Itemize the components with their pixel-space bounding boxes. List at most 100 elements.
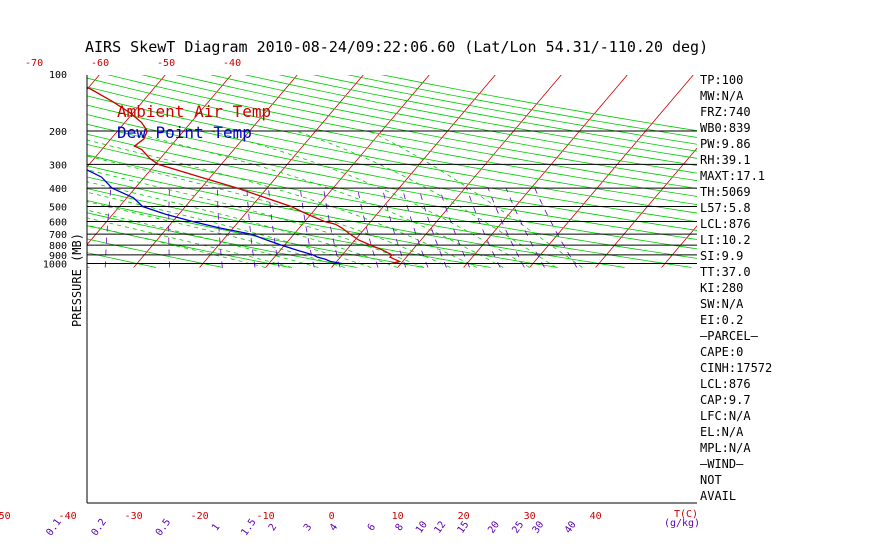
dry-adiabat-line (175, 75, 697, 174)
stability-index-item: LFC:N/A (700, 409, 751, 423)
pressure-tick-label: 200 (49, 127, 67, 138)
mixing-ratio-line (439, 187, 470, 268)
mixing-ratio-line (268, 188, 280, 268)
y-axis-label: PRESSURE (MB) (70, 233, 84, 327)
bottom-temp-tick-label: 10 (392, 511, 404, 522)
dry-adiabat-line (87, 133, 697, 250)
pressure-tick-label: 800 (49, 241, 67, 252)
moist-adiabat-line (87, 181, 398, 268)
mixing-ratio-line (168, 188, 171, 268)
mixing-ratio-line (534, 187, 578, 268)
stability-index-item: SW:N/A (700, 297, 744, 311)
mixing-ratio-line (418, 187, 447, 268)
dry-adiabat-line (87, 252, 157, 268)
mixing-ratio-tick-label: 0.5 (154, 517, 173, 538)
chart-legend: Ambient Air Temp Dew Point Temp (117, 102, 271, 142)
isotherm-line (133, 75, 298, 268)
stability-index-item: WB0:839 (700, 121, 751, 135)
pressure-tick-label: 100 (49, 70, 67, 81)
moist-adiabat-line (210, 130, 530, 268)
dry-adiabat-line (141, 75, 697, 182)
isotherm-line (463, 75, 628, 268)
stability-index-item: FRZ:740 (700, 105, 751, 119)
dry-adiabat-line (278, 75, 697, 152)
dry-adiabat-line (87, 188, 491, 268)
mixing-ratio-unit-label: (g/kg) (664, 518, 700, 529)
stability-index-item: LCL:876 (700, 377, 751, 391)
moist-adiabat-line (87, 191, 372, 268)
mixing-ratio-line (299, 188, 315, 268)
pressure-tick-label: 400 (49, 184, 67, 195)
stability-index-item: TP:100 (700, 73, 743, 87)
mixing-ratio-tick-label: 8 (394, 522, 406, 533)
dry-adiabat-line (87, 77, 697, 197)
mixing-ratio-tick-label: 1 (210, 522, 222, 533)
mixing-ratio-tick-label: 20 (486, 519, 502, 535)
moist-adiabat-line (87, 139, 477, 268)
stability-index-item: EI:0.2 (700, 313, 743, 327)
bottom-temp-tick-label: -30 (125, 511, 143, 522)
stability-index-item: PW:9.86 (700, 137, 751, 151)
pressure-tick-label: 600 (49, 217, 67, 228)
pressure-tick-label: 300 (49, 160, 67, 171)
stability-index-item: CAP:9.7 (700, 393, 751, 407)
stability-index-item: MAXT:17.1 (700, 169, 765, 183)
stability-index-item: KI:280 (700, 281, 743, 295)
mixing-ratio-line (382, 188, 407, 268)
bottom-temp-tick-label: 40 (590, 511, 602, 522)
top-temp-tick-label: -50 (157, 58, 175, 69)
dry-adiabat-line (87, 154, 692, 268)
mixing-ratio-tick-label: 4 (328, 522, 340, 533)
stability-index-item: TH:5069 (700, 185, 751, 199)
dry-adiabat-line (87, 238, 224, 268)
stability-index-item: —PARCEL— (700, 329, 759, 343)
isotherm-line (331, 75, 496, 268)
bottom-temp-tick-label: -50 (0, 511, 11, 522)
mixing-ratio-tick-label: 3 (302, 522, 314, 533)
dry-adiabat-line (87, 123, 697, 240)
dry-adiabat-line (87, 114, 697, 231)
legend-ambient-air-temp: Ambient Air Temp (117, 102, 271, 121)
mixing-ratio-tick-label: 10 (414, 519, 430, 535)
mixing-ratio-tick-label: 0.2 (90, 517, 109, 538)
dry-adiabat-line (87, 200, 424, 268)
mixing-ratio-line (505, 187, 545, 268)
isotherm-line (595, 147, 697, 268)
series-layer (87, 86, 402, 265)
stability-index-item: TT:37.0 (700, 265, 751, 279)
mixing-ratio-line (466, 187, 501, 268)
bottom-temp-tick-label: 0 (329, 511, 335, 522)
pressure-tick-label: 1000 (43, 260, 67, 271)
bottom-temp-tick-label: 20 (458, 511, 470, 522)
dry-adiabat-line (87, 165, 625, 268)
stability-index-item: LI:10.2 (700, 233, 751, 247)
stability-index-item: SI:9.9 (700, 249, 743, 263)
top-temp-tick-label: -60 (91, 58, 109, 69)
dry-adiabat-line (209, 75, 697, 167)
stability-index-item: CAPE:0 (700, 345, 743, 359)
mixing-ratio-line (323, 188, 341, 268)
stability-index-item: EL:N/A (700, 425, 744, 439)
dry-adiabat-line (87, 86, 697, 206)
stability-index-item: CINH:17572 (700, 361, 772, 375)
mixing-ratio-tick-label: 40 (563, 519, 579, 535)
isotherm-line (529, 75, 694, 268)
legend-dew-point-temp: Dew Point Temp (117, 123, 252, 142)
dry-adiabat-line (87, 95, 697, 214)
pressure-tick-label: 500 (49, 202, 67, 213)
isotherm-line (661, 225, 697, 268)
dry-adiabat-line (244, 75, 697, 159)
stability-index-item: AVAIL (700, 489, 736, 503)
pressure-tick-label: 900 (49, 251, 67, 262)
moist-adiabat-line (87, 201, 345, 268)
isotherm-line (0, 74, 34, 268)
stability-index-item: MPL:N/A (700, 441, 751, 455)
stability-index-list: TP:100 MW:N/A FRZ:740 WB0:839 PW:9.86 RH:39.1… (700, 73, 772, 503)
dry-adiabat-line (87, 104, 697, 223)
isotherm-line (397, 75, 562, 268)
bottom-temp-tick-label: -40 (59, 511, 77, 522)
dry-adiabat-line (87, 143, 697, 259)
mixing-ratio-line (357, 188, 379, 268)
ambient-temp-line (87, 86, 402, 265)
